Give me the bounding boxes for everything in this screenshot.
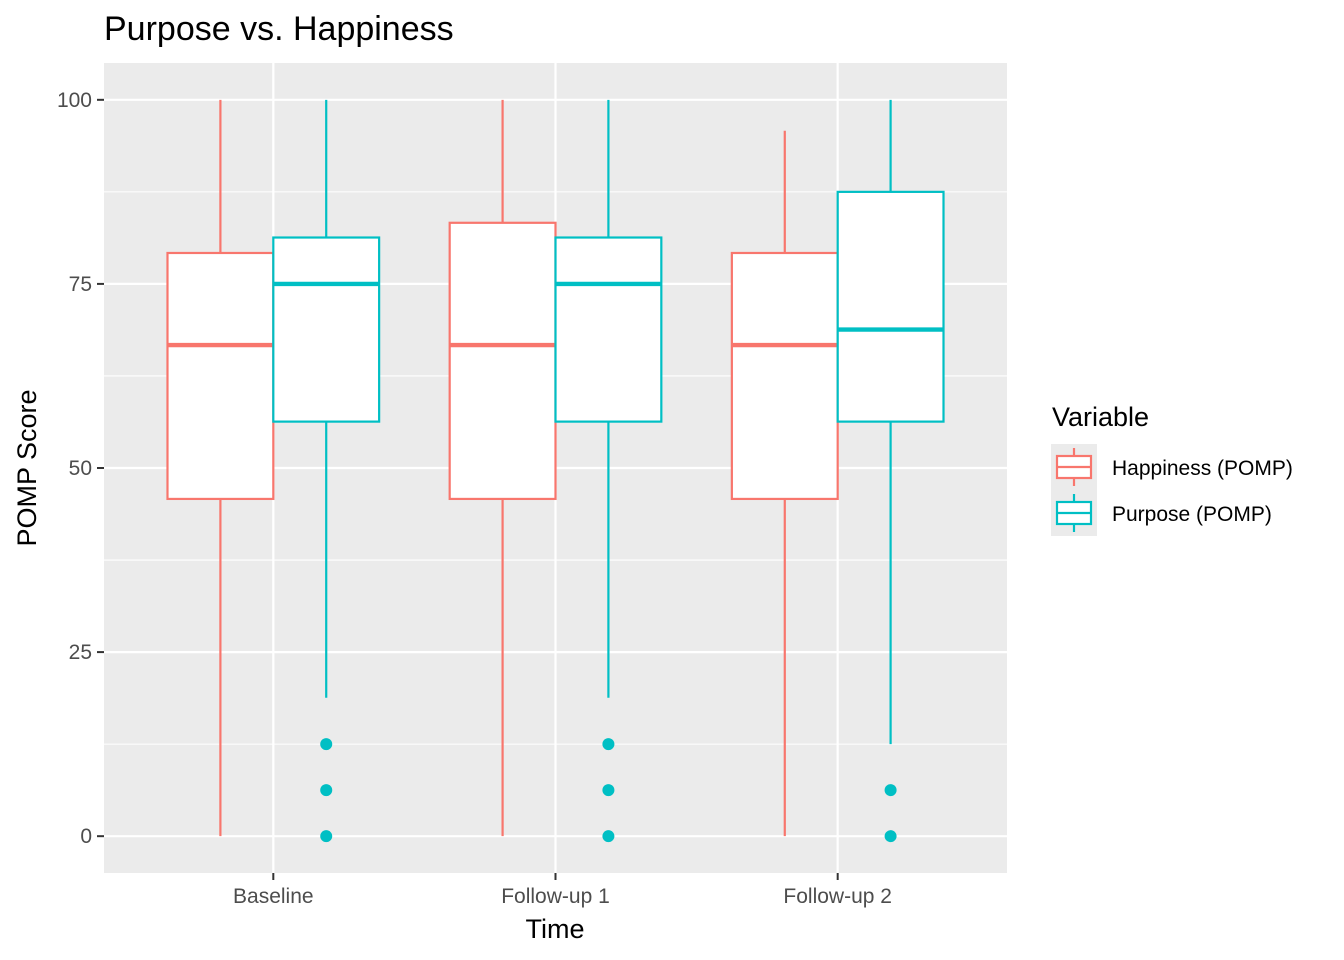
box <box>730 251 839 501</box>
y-tick-label: 75 <box>69 273 92 296</box>
box <box>554 236 663 423</box>
box <box>448 221 557 501</box>
box-0-1 <box>448 99 557 837</box>
x-tick-label: Follow-up 2 <box>783 885 892 908</box>
box-0-0 <box>166 99 275 837</box>
outlier-point <box>602 830 615 843</box>
box <box>272 236 381 423</box>
legend-label-purpose: Purpose (POMP) <box>1112 503 1272 526</box>
box-0-2 <box>730 130 839 837</box>
box <box>166 251 275 501</box>
outlier-point <box>320 738 333 751</box>
y-tick-label: 50 <box>69 457 92 480</box>
y-axis: 0 25 50 75 100 <box>57 89 104 848</box>
y-tick-label: 25 <box>69 641 92 664</box>
box-1-2 <box>836 99 945 843</box>
x-tick-label: Follow-up 1 <box>501 885 610 908</box>
x-axis: Baseline Follow-up 1 Follow-up 2 <box>233 873 892 908</box>
y-axis-title: POMP Score <box>12 389 42 546</box>
chart-title: Purpose vs. Happiness <box>104 10 454 48</box>
box-1-1 <box>554 99 663 843</box>
box-1-0 <box>272 99 381 843</box>
outlier-point <box>320 784 333 797</box>
outlier-point <box>602 738 615 751</box>
outlier-point <box>602 784 615 797</box>
legend-key-0 <box>1055 448 1093 486</box>
box-series <box>166 99 945 843</box>
outlier-point <box>884 784 897 797</box>
legend-label-happiness: Happiness (POMP) <box>1112 457 1293 480</box>
legend-key-1 <box>1055 494 1093 532</box>
box <box>836 190 945 423</box>
outlier-point <box>320 830 333 843</box>
legend-title: Variable <box>1052 402 1149 432</box>
x-tick-label: Baseline <box>233 885 314 908</box>
outlier-point <box>884 830 897 843</box>
y-tick-label: 100 <box>57 89 92 112</box>
legend: Variable Happiness (POMP) Purpose (POMP) <box>1051 402 1293 536</box>
x-axis-title: Time <box>526 914 585 944</box>
y-tick-label: 0 <box>80 825 92 848</box>
